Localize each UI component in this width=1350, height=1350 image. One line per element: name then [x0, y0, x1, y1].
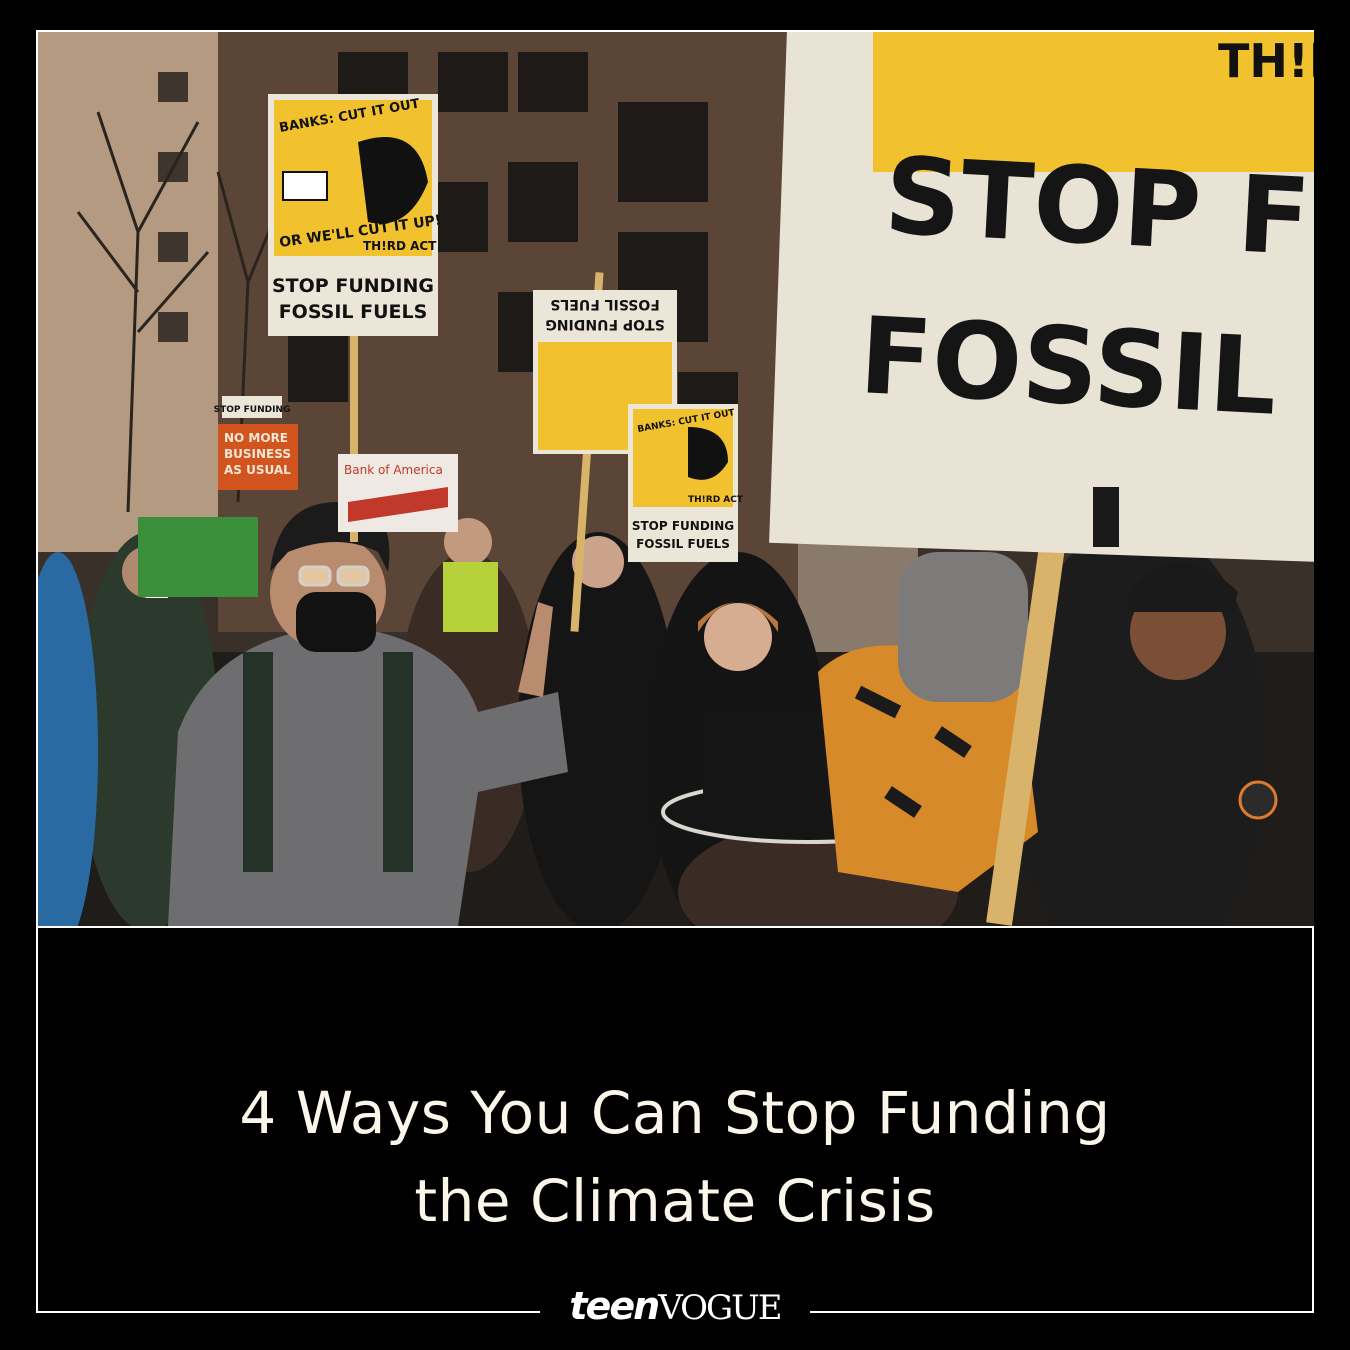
- protest-photo: TH!RD STOP FUNDI FOSSIL FUEL BANKS: CUT …: [38, 32, 1314, 926]
- left-sign: BANKS: CUT IT OUT OR WE'LL CUT IT UP! TH…: [268, 94, 442, 336]
- bank-sign-text: Bank of America: [344, 463, 443, 477]
- left-building-windows: [158, 72, 188, 342]
- td-box: [138, 517, 258, 597]
- protest-photo-illustration: TH!RD STOP FUNDI FOSSIL FUEL BANKS: CUT …: [38, 32, 1314, 926]
- orange-sign-line1: NO MORE: [224, 431, 288, 445]
- footer-rule-left: [36, 1311, 540, 1313]
- middle-sign-line1: STOP FUNDING: [545, 316, 664, 332]
- photo-divider: [36, 926, 1314, 928]
- middle-sign-line2: FOSSIL FUELS: [550, 296, 660, 312]
- main-sign-pole: [986, 542, 1066, 926]
- left-sign-brand: TH!RD ACT: [363, 239, 437, 253]
- left-sign-line2: FOSSIL FUELS: [279, 301, 428, 323]
- small-right-sign: BANKS: CUT IT OUT TH!RD ACT STOP FUNDING…: [628, 404, 744, 562]
- headline-line2: the Climate Crisis: [414, 1166, 936, 1235]
- left-sign-line1: STOP FUNDING: [272, 275, 434, 297]
- orange-sign-header: STOP FUNDING: [214, 405, 291, 415]
- left-building: [38, 32, 228, 552]
- logo-vogue: VOGUE: [658, 1288, 782, 1328]
- main-sign: TH!RD STOP FUNDI FOSSIL FUEL: [769, 32, 1314, 563]
- headline: 4 Ways You Can Stop Funding the Climate …: [60, 1069, 1290, 1245]
- logo-teen: teen: [569, 1284, 660, 1328]
- orange-sign: STOP FUNDING NO MORE BUSINESS AS USUAL: [214, 396, 298, 490]
- bank-sign: Bank of America: [338, 454, 458, 532]
- green-sign: [443, 562, 498, 632]
- small-right-sign-line1: STOP FUNDING: [632, 519, 734, 533]
- camo-figure: [818, 552, 1038, 892]
- orange-sign-line3: AS USUAL: [224, 463, 291, 477]
- foreground-protester: [168, 502, 568, 926]
- left-sign-pole: [350, 332, 358, 542]
- teen-vogue-logo: teenVOGUE: [540, 1284, 810, 1340]
- orange-sign-line2: BUSINESS: [224, 447, 291, 461]
- main-sign-brand: TH!RD: [1218, 34, 1314, 88]
- footer-rule-right: [810, 1311, 1314, 1313]
- small-right-sign-brand: TH!RD ACT: [688, 495, 744, 505]
- headline-line1: 4 Ways You Can Stop Funding: [239, 1078, 1111, 1147]
- small-right-sign-line2: FOSSIL FUELS: [636, 537, 730, 551]
